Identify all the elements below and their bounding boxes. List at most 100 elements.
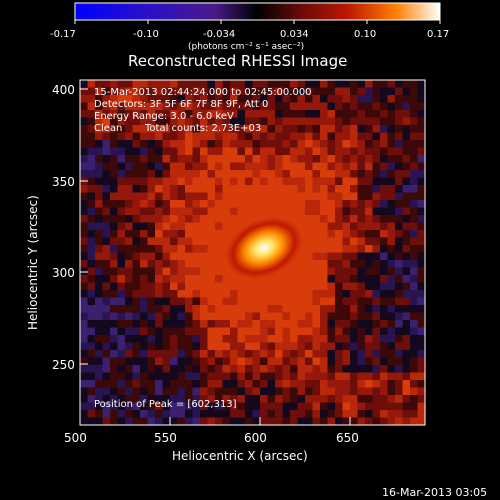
image-pixel: [320, 297, 328, 306]
image-pixel: [395, 327, 403, 336]
image-pixel: [162, 417, 171, 425]
image-pixel: [140, 192, 148, 201]
image-pixel: [350, 140, 358, 148]
image-pixel: [185, 237, 193, 246]
image-pixel: [312, 125, 321, 133]
image-pixel: [267, 305, 276, 313]
image-pixel: [215, 200, 223, 208]
image-pixel: [267, 95, 276, 103]
image-pixel: [417, 305, 425, 313]
image-pixel: [215, 215, 223, 223]
image-pixel: [80, 162, 88, 171]
colorbar-tick-marks: [74, 20, 441, 24]
image-pixel: [380, 245, 388, 253]
image-pixel: [290, 305, 298, 313]
image-pixel: [87, 177, 96, 186]
image-pixel: [320, 155, 328, 163]
image-pixel: [335, 260, 343, 268]
image-pixel: [387, 230, 396, 238]
image-pixel: [80, 147, 88, 156]
image-pixel: [372, 417, 381, 425]
image-pixel: [395, 237, 403, 246]
image-pixel: [297, 365, 306, 373]
image-pixel: [245, 87, 253, 96]
image-pixel: [380, 140, 388, 148]
image-pixel: [110, 230, 118, 238]
image-pixel: [147, 140, 156, 148]
image-pixel: [380, 260, 388, 268]
image-pixel: [365, 110, 373, 118]
image-pixel: [170, 387, 178, 396]
image-pixel: [245, 162, 253, 171]
image-pixel: [95, 185, 103, 193]
image-pixel: [147, 417, 156, 425]
image-pixel: [117, 110, 126, 118]
image-pixel: [305, 297, 313, 306]
image-pixel: [312, 327, 321, 336]
image-pixel: [312, 372, 321, 381]
image-pixel: [140, 387, 148, 396]
image-pixel: [267, 87, 276, 96]
image-pixel: [237, 357, 246, 366]
image-pixel: [222, 95, 231, 103]
image-pixel: [402, 297, 411, 306]
image-pixel: [207, 402, 216, 411]
image-pixel: [80, 125, 88, 133]
image-pixel: [102, 132, 111, 141]
image-pixel: [297, 297, 306, 306]
image-pixel: [297, 305, 306, 313]
image-pixel: [245, 387, 253, 396]
image-pixel: [372, 252, 381, 261]
image-pixel: [350, 290, 358, 298]
image-pixel: [290, 110, 298, 118]
image-pixel: [417, 350, 425, 358]
image-pixel: [252, 162, 261, 171]
time-range-label: 15-Mar-2013 02:44:24.000 to 02:45:00.000: [94, 87, 312, 98]
image-pixel: [387, 80, 396, 88]
image-pixel: [200, 245, 208, 253]
image-pixel: [140, 267, 148, 276]
image-pixel: [80, 402, 88, 411]
image-pixel: [147, 260, 156, 268]
image-pixel: [350, 200, 358, 208]
image-pixel: [417, 110, 425, 118]
image-pixel: [155, 395, 163, 403]
image-pixel: [245, 312, 253, 321]
image-pixel: [125, 177, 133, 186]
image-pixel: [380, 110, 388, 118]
image-pixel: [102, 305, 111, 313]
image-pixel: [132, 252, 141, 261]
image-title: Reconstructed RHESSI Image: [128, 52, 347, 70]
image-pixel: [402, 410, 411, 418]
image-pixel: [387, 417, 396, 425]
image-pixel: [350, 312, 358, 321]
image-pixel: [162, 410, 171, 418]
image-pixel: [147, 402, 156, 411]
image-pixel: [365, 365, 373, 373]
image-pixel: [290, 410, 298, 418]
image-pixel: [252, 357, 261, 366]
image-pixel: [357, 327, 366, 336]
image-pixel: [110, 162, 118, 171]
image-pixel: [417, 222, 425, 231]
image-pixel: [275, 335, 283, 343]
image-pixel: [192, 395, 201, 403]
image-pixel: [102, 80, 111, 88]
image-pixel: [267, 395, 276, 403]
image-pixel: [80, 297, 88, 306]
image-pixel: [252, 350, 261, 358]
image-pixel: [260, 162, 268, 171]
image-pixel: [237, 402, 246, 411]
image-pixel: [80, 140, 88, 148]
image-pixel: [87, 365, 96, 373]
image-pixel: [267, 200, 276, 208]
image-pixel: [417, 320, 425, 328]
image-pixel: [95, 177, 103, 186]
image-pixel: [350, 102, 358, 111]
image-pixel: [80, 80, 88, 88]
image-pixel: [245, 417, 253, 425]
image-pixel: [177, 80, 186, 88]
image-pixel: [125, 275, 133, 283]
image-pixel: [245, 342, 253, 351]
image-pixel: [395, 117, 403, 126]
